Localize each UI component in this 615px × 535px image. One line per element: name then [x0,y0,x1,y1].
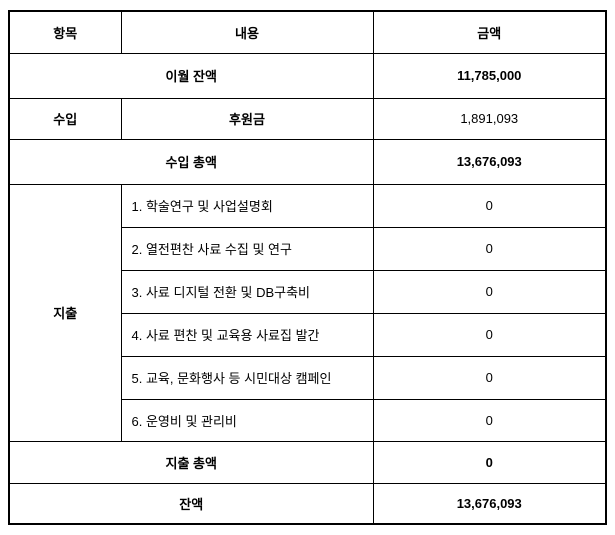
income-total-amount: 13,676,093 [372,138,607,185]
expense-item-label: 2. 열전편찬 사료 수집 및 연구 [120,226,374,271]
expense-item-label: 1. 학술연구 및 사업설명회 [120,183,374,228]
balance-amount: 13,676,093 [372,482,607,525]
balance-label: 잔액 [8,482,374,525]
income-content-label: 후원금 [120,97,374,140]
header-cell-amount: 금액 [372,10,607,54]
expense-row: 2. 열전편찬 사료 수집 및 연구 0 [9,226,607,271]
expense-item-amount: 0 [372,183,607,228]
expense-item-amount: 0 [372,398,607,442]
expense-total-row: 지출 총액 0 [8,440,607,484]
expense-item-label: 5. 교육, 문화행사 등 시민대상 캠페인 [120,355,374,400]
carryover-row: 이월 잔액 11,785,000 [8,52,607,99]
expense-item-amount: 0 [372,312,607,357]
expense-item-label: 4. 사료 편찬 및 교육용 사료집 발간 [120,312,374,357]
expense-row: 지출 1. 학술연구 및 사업설명회 0 [8,183,607,442]
expense-item-amount: 0 [372,355,607,400]
carryover-amount: 11,785,000 [372,52,607,99]
income-total-row: 수입 총액 13,676,093 [8,138,607,185]
expense-category-label: 지출 [8,183,122,442]
expense-item-amount: 0 [372,226,607,271]
header-cell-item: 항목 [8,10,122,54]
balance-row: 잔액 13,676,093 [8,482,607,525]
expense-total-label: 지출 총액 [8,440,374,484]
expense-row: 6. 운영비 및 관리비 0 [9,398,607,442]
table-header-row: 항목 내용 금액 [8,10,607,54]
income-row: 수입 후원금 1,891,093 [8,97,607,140]
income-total-label: 수입 총액 [8,138,374,185]
header-cell-content: 내용 [120,10,374,54]
carryover-label: 이월 잔액 [8,52,374,99]
expense-item-label: 3. 사료 디지털 전환 및 DB구축비 [120,269,374,314]
expense-total-amount: 0 [372,440,607,484]
income-category-label: 수입 [8,97,122,140]
expense-row: 4. 사료 편찬 및 교육용 사료집 발간 0 [9,312,607,357]
expense-item-amount: 0 [372,269,607,314]
income-amount: 1,891,093 [372,97,607,140]
financial-table: 항목 내용 금액 이월 잔액 11,785,000 수입 후원금 1,891,0… [8,10,607,525]
expense-item-label: 6. 운영비 및 관리비 [120,398,374,442]
